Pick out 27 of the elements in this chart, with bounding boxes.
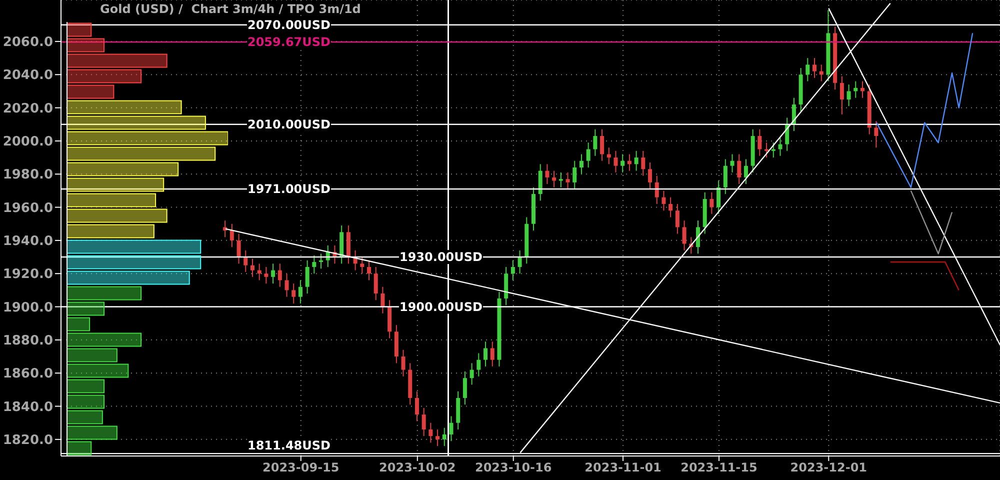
y-tick-label: 2060.0 [2,35,53,50]
ref-line-label: 1811.48USD [247,438,331,453]
ref-line-label: 2059.67USD [247,35,331,49]
ref-line-label: 2070.00USD [247,18,331,32]
y-tick-label: 1920.0 [2,267,53,282]
y-tick-label: 2020.0 [2,101,53,116]
y-tick-label: 2040.0 [2,68,53,84]
y-tick-label: 1960.0 [2,200,53,216]
x-tick-label: 2023-11-01 [584,460,662,475]
y-tick-label: 1860.0 [2,366,53,382]
ref-line-label: 1971.00USD [247,182,331,196]
ref-line-label: 1930.00USD [399,250,483,264]
y-tick-label: 1940.0 [2,234,53,250]
x-tick-label: 2023-10-16 [474,460,552,475]
y-tick-label: 1900.0 [2,300,53,316]
y-tick-label: 1820.0 [2,433,53,448]
x-tick-label: 2023-09-15 [262,460,340,475]
x-tick-label: 2023-12-01 [790,460,868,475]
chart-title: Gold (USD) / Chart 3m/4h / TPO 3m/1d [100,2,361,16]
ref-line-label: 2010.00USD [247,117,331,132]
y-tick-label: 1880.0 [2,334,53,349]
ref-line-label: 1900.00USD [399,300,483,314]
y-tick-label: 1980.0 [2,168,53,183]
x-tick-label: 2023-10-02 [379,460,456,475]
y-tick-label: 1840.0 [2,400,53,415]
y-tick-label: 2000.0 [2,134,53,150]
x-tick-label: 2023-11-15 [680,460,758,475]
